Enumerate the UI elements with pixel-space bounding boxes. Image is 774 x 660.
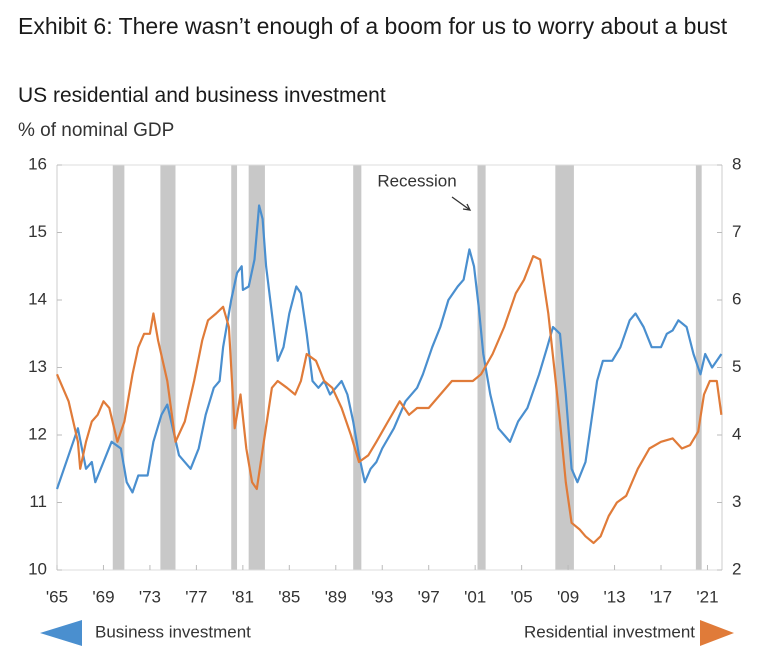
x-tick-label: '09 [557,587,579,606]
x-tick-label: '73 [139,587,161,606]
x-tick-label: '69 [92,587,114,606]
x-tick-label: '81 [232,587,254,606]
x-tick-label: '97 [418,587,440,606]
x-tick-label: '93 [371,587,393,606]
legend-marker [40,620,82,646]
x-tick-label: '17 [650,587,672,606]
annotation-arrow [451,196,472,211]
y2-tick-label: 5 [732,357,741,376]
y-tick-label: 12 [28,424,47,443]
series-line [55,255,723,545]
y2-tick-label: 4 [732,424,741,443]
y-tick-label: 11 [29,492,47,511]
y2-tick-label: 6 [732,289,741,308]
chart-subtitle: US residential and business investment [18,84,386,107]
recession-band [555,165,574,570]
x-tick-label: '21 [696,587,718,606]
annotation: Recession [377,171,456,190]
x-tick-label: '89 [325,587,347,606]
y2-tick-label: 2 [732,559,741,578]
y-tick-label: 16 [28,154,47,173]
x-tick-label: '65 [46,587,68,606]
y-tick-label: 15 [28,222,47,241]
x-tick-label: '01 [464,587,486,606]
y-tick-label: 14 [28,289,47,308]
y2-tick-label: 8 [732,154,741,173]
x-tick-label: '13 [603,587,625,606]
y-axis-label: % of nominal GDP [18,120,175,141]
x-tick-label: '85 [278,587,300,606]
chart-title: Exhibit 6: There wasn’t enough of a boom… [18,13,728,39]
y-tick-label: 10 [28,559,47,578]
series-line [55,204,723,494]
x-tick-label: '05 [511,587,533,606]
y-tick-label: 13 [28,357,47,376]
legend-label: Business investment [95,622,251,641]
recession-band [112,165,125,570]
y2-tick-label: 3 [732,492,741,511]
legend-label: Residential investment [524,622,695,641]
legend-marker [700,620,734,646]
y2-tick-label: 7 [732,222,741,241]
x-tick-label: '77 [185,587,207,606]
recession-band [353,165,362,570]
recession-band [231,165,238,570]
recession-band [160,165,176,570]
recession-band [477,165,486,570]
